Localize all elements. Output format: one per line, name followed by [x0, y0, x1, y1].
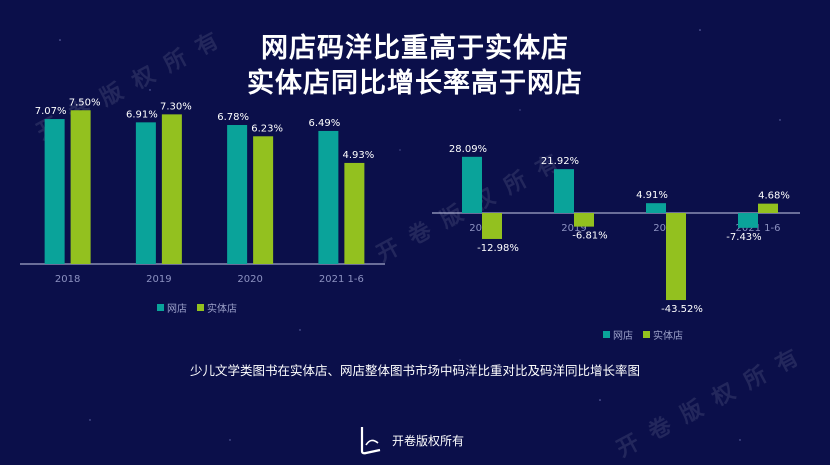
bar-online: [738, 213, 758, 228]
data-label: 7.50%: [69, 97, 101, 108]
x-tick-label: 2021 1-6: [319, 274, 364, 285]
bar-online: [135, 122, 156, 264]
bar-online: [227, 125, 248, 264]
bar-physical: [666, 213, 686, 301]
bar-online: [44, 119, 65, 264]
data-label: 4.68%: [758, 191, 790, 202]
data-label: 6.49%: [308, 118, 340, 129]
bar-online: [646, 203, 666, 213]
bar-physical: [161, 114, 182, 264]
legend-item-online: 网店: [157, 300, 187, 315]
footer: 开卷版权所有: [358, 425, 464, 455]
share-chart-legend: 网店 实体店: [157, 300, 237, 315]
data-label: 21.92%: [541, 156, 579, 167]
x-tick-label: 2018: [55, 274, 80, 285]
growth-chart-legend: 网店 实体店: [603, 327, 683, 342]
legend-label-physical: 实体店: [207, 304, 237, 315]
x-tick-label: 2021 1-6: [736, 223, 781, 234]
legend-label-online: 网店: [613, 331, 633, 342]
data-label: -7.43%: [726, 232, 761, 243]
data-label: -43.52%: [661, 304, 703, 315]
data-label: -12.98%: [477, 243, 519, 254]
bar-physical: [70, 110, 91, 264]
x-tick-label: 2019: [561, 223, 586, 234]
legend-swatch-online: [603, 331, 610, 338]
bar-online: [554, 169, 574, 213]
bar-physical: [482, 213, 502, 239]
data-label: -6.81%: [572, 231, 607, 242]
legend-swatch-physical: [197, 304, 204, 311]
data-label: 6.23%: [251, 123, 283, 134]
legend-label-online: 网店: [167, 304, 187, 315]
data-label: 6.78%: [217, 112, 249, 123]
data-label: 6.91%: [126, 109, 158, 120]
x-tick-label: 2020: [237, 274, 262, 285]
data-label: 4.91%: [636, 190, 668, 201]
legend-item-physical: 实体店: [643, 327, 683, 342]
page-title-line2: 实体店同比增长率高于网店: [247, 68, 583, 99]
data-label: 28.09%: [449, 144, 487, 155]
bar-online: [462, 156, 482, 213]
legend-item-physical: 实体店: [197, 300, 237, 315]
legend-swatch-physical: [643, 331, 650, 338]
bar-physical: [758, 203, 778, 213]
page-title-line1: 网店码洋比重高于实体店: [261, 33, 569, 64]
legend-item-online: 网店: [603, 327, 633, 342]
bar-physical: [574, 213, 594, 227]
x-tick-label: 2019: [146, 274, 171, 285]
data-label: 4.93%: [342, 150, 374, 161]
bar-physical: [344, 162, 365, 264]
data-label: 7.30%: [160, 101, 192, 112]
bar-online: [318, 130, 339, 264]
data-label: 7.07%: [35, 106, 67, 117]
legend-label-physical: 实体店: [653, 331, 683, 342]
kaijuan-logo-icon: [360, 427, 381, 455]
figure-caption: 少儿文学类图书在实体店、网店整体图书市场中码洋比重对比及码洋同比增长率图: [189, 363, 640, 378]
bar-physical: [253, 136, 274, 264]
footer-brand: 开卷版权所有: [392, 433, 465, 448]
legend-swatch-online: [157, 304, 164, 311]
